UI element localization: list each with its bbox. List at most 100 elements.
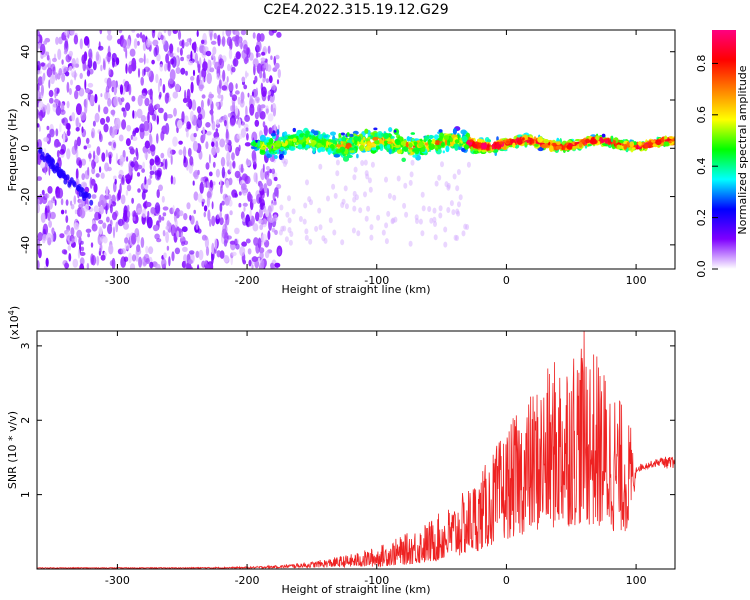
spectrogram-cell	[123, 209, 128, 222]
spectrogram-cell	[174, 247, 181, 255]
y-tick-label: -20	[19, 188, 32, 206]
spectrogram-cell	[57, 187, 64, 199]
spectrogram-cell	[212, 181, 216, 186]
spectrogram-cell	[446, 182, 451, 189]
spectrogram-cell	[65, 174, 70, 181]
spectrogram-cell	[242, 202, 248, 207]
spectrogram-cell	[91, 223, 98, 232]
spectrogram-cell	[292, 137, 297, 143]
spectrogram-cell	[70, 227, 75, 237]
spectrogram-cell	[187, 266, 193, 269]
spectrogram-cell	[56, 150, 60, 158]
spectrogram-cell	[449, 137, 453, 143]
spectrogram-cell	[209, 109, 214, 115]
spectrogram-cell	[56, 142, 62, 147]
spectrogram-cell	[177, 119, 183, 129]
spectrogram-cell	[262, 121, 266, 128]
spectrogram-cell	[281, 151, 285, 155]
spectrogram-cell	[234, 238, 238, 246]
spectrogram-cell	[628, 146, 632, 151]
spectrogram-cell	[129, 48, 136, 57]
spectrogram-cell	[379, 139, 383, 144]
spectrogram-cell	[68, 50, 74, 57]
spectrogram-cell	[195, 250, 200, 258]
spectrogram-cell	[481, 142, 488, 150]
y-tick-label: -40	[19, 236, 32, 254]
spectrogram-cell	[141, 208, 147, 218]
spectrogram-cell	[177, 30, 182, 40]
colorbar-tick-label: 0.4	[695, 157, 708, 175]
spectrogram-cell	[38, 248, 42, 259]
spectrogram-cell	[158, 107, 164, 114]
spectrogram-cell	[215, 128, 219, 133]
spectrogram-cell	[164, 63, 167, 72]
spectrogram-cell	[180, 67, 186, 75]
spectrogram-cell	[170, 224, 176, 237]
x-tick-label: -100	[364, 574, 389, 587]
spectrogram-cell	[618, 139, 624, 144]
x-tick-label: 0	[503, 574, 510, 587]
spectrogram-cell	[211, 120, 216, 131]
spectrogram-cell	[405, 141, 409, 148]
spectrogram-cell	[381, 229, 386, 236]
spectrogram-cell	[111, 87, 115, 93]
spectrogram-cell	[83, 145, 88, 150]
spectrogram-cell	[218, 118, 223, 123]
spectrogram-cell	[252, 58, 259, 67]
spectrogram-cell	[265, 108, 269, 114]
spectrogram-cell	[86, 262, 90, 269]
spectrogram-cell	[97, 45, 104, 51]
spectrogram-cell	[68, 65, 73, 71]
spectrogram-cell	[37, 109, 40, 119]
snr-panel: -300 -200 -100 0 100 1 2 3 Height of straight l…	[6, 306, 676, 596]
spectrogram-cell	[77, 248, 81, 259]
spectrogram-cell	[112, 211, 118, 221]
spectrogram-cell	[327, 148, 332, 155]
spectrogram-cell	[276, 187, 279, 199]
spectrogram-cell	[259, 134, 266, 142]
spectrogram-cell	[314, 225, 319, 232]
spectrogram-cell	[197, 106, 202, 114]
spectrogram-cell	[211, 141, 215, 147]
spectrogram-cell	[144, 97, 150, 107]
spectrogram-cell	[225, 180, 230, 189]
spectrogram-cell	[46, 54, 50, 61]
spectrogram-cell	[360, 139, 364, 146]
spectrogram-cell	[46, 103, 51, 115]
spectrogram-cell	[78, 160, 83, 169]
spectrogram-cell	[83, 36, 90, 46]
spectrogram-cell	[460, 140, 464, 144]
spectrogram-cell	[498, 141, 504, 145]
snr-multiplier-base: (x10	[8, 315, 21, 340]
spectrogram-cell	[420, 147, 426, 153]
spectrogram-cell	[463, 144, 470, 150]
spectrogram-cell	[154, 170, 160, 176]
spectrogram-cell	[124, 243, 131, 250]
spectrogram-cell	[188, 259, 193, 265]
spectrogram-cell	[246, 158, 249, 166]
spectrogram-cell	[139, 32, 143, 39]
spectrogram-cell	[496, 136, 499, 142]
spectrogram-cell	[86, 143, 92, 149]
spectrogram-cell	[245, 57, 249, 64]
spectrogram-cell	[421, 205, 426, 212]
spectrogram-cell	[335, 159, 340, 166]
spectrogram-cell	[351, 227, 356, 234]
spectrogram-cell	[455, 185, 460, 192]
spectrogram-cell	[429, 217, 434, 224]
spectrogram-cell	[70, 203, 75, 210]
spectrogram-cell	[106, 216, 110, 223]
spectrogram-cell	[193, 191, 199, 201]
colorbar-label: Normalized spectral amplitude	[736, 65, 749, 234]
spectrogram-cell	[50, 163, 55, 170]
spectrogram-cell	[46, 232, 52, 241]
spectrogram-cell	[76, 229, 83, 239]
spectrogram-cell	[432, 216, 437, 223]
spectrogram-cell	[65, 54, 72, 63]
snr-xlabel: Height of straight line (km)	[281, 583, 430, 596]
spectrogram-cell	[428, 143, 435, 150]
spectrogram-cell	[223, 254, 230, 263]
spectrogram-cell	[274, 229, 278, 235]
spectrogram-cell	[128, 252, 132, 264]
spectrogram-cell	[155, 104, 160, 109]
